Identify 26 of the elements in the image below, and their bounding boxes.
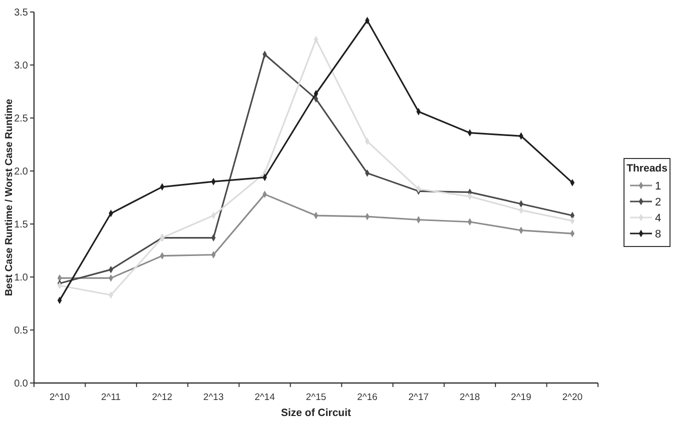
x-tick-label: 2^14 [254,392,275,403]
y-tick-label: 0.5 [14,326,28,336]
y-tick-label: 1.5 [14,220,28,230]
x-tick-label: 2^15 [306,392,326,403]
x-tick-label: 2^13 [203,392,224,403]
x-tick-label: 2^11 [101,392,121,403]
y-tick-label: 3.0 [14,60,28,72]
y-axis-title: Best Case Runtime / Worst Case Runtime [4,98,15,296]
x-tick-label: 2^17 [408,392,429,403]
y-tick-label: 3.5 [14,8,28,18]
y-tick-label: 0.0 [14,378,28,390]
x-axis-title: Size of Circuit [280,407,352,419]
x-tick-label: 2^18 [460,392,480,403]
legend-label: 2 [655,196,662,208]
legend-label: 8 [655,228,662,240]
x-tick-label: 2^20 [562,392,583,403]
x-tick-label: 2^10 [49,392,70,403]
y-tick-label: 1.0 [14,272,28,284]
x-tick-label: 2^12 [152,392,172,403]
y-tick-label: 2.5 [14,114,28,124]
x-tick-label: 2^16 [357,392,378,403]
legend-label: 4 [655,212,662,224]
y-tick-label: 2.0 [14,166,28,178]
x-tick-label: 2^19 [510,392,532,403]
legend-label: 1 [655,180,662,192]
legend-title: Threads [626,162,668,174]
